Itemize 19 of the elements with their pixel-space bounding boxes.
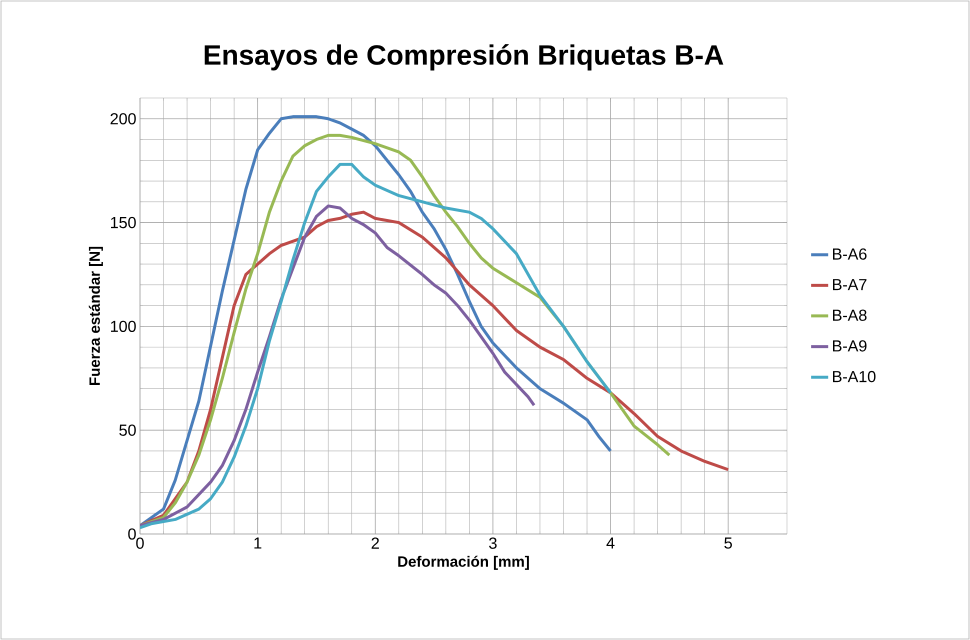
x-axis-title: Deformación [mm] — [398, 556, 529, 570]
legend-label: B-A9 — [832, 340, 866, 352]
y-tick-label: 100 — [111, 320, 136, 332]
legend-label: B-A8 — [832, 310, 867, 321]
x-tick-label: 1 — [254, 538, 262, 549]
x-tick-label: 0 — [136, 538, 144, 549]
x-tick-label: 4 — [606, 538, 615, 549]
x-tick-label: 5 — [724, 538, 732, 549]
y-tick-label: 200 — [110, 113, 136, 124]
x-tick-label: 3 — [489, 538, 497, 549]
y-tick-label: 50 — [119, 424, 136, 436]
legend-label: B-A10 — [832, 370, 876, 382]
y-axis-title: Fuerza estándar [N] — [88, 246, 103, 385]
legend-label: B-A7 — [832, 279, 866, 290]
x-tick-label: 2 — [372, 538, 379, 549]
legend-label: B-A6 — [832, 248, 867, 260]
y-tick-label: 0 — [128, 528, 136, 540]
y-tick-label: 150 — [111, 216, 136, 228]
chart-title: Ensayos de Compresión Briquetas B-A — [204, 44, 724, 70]
